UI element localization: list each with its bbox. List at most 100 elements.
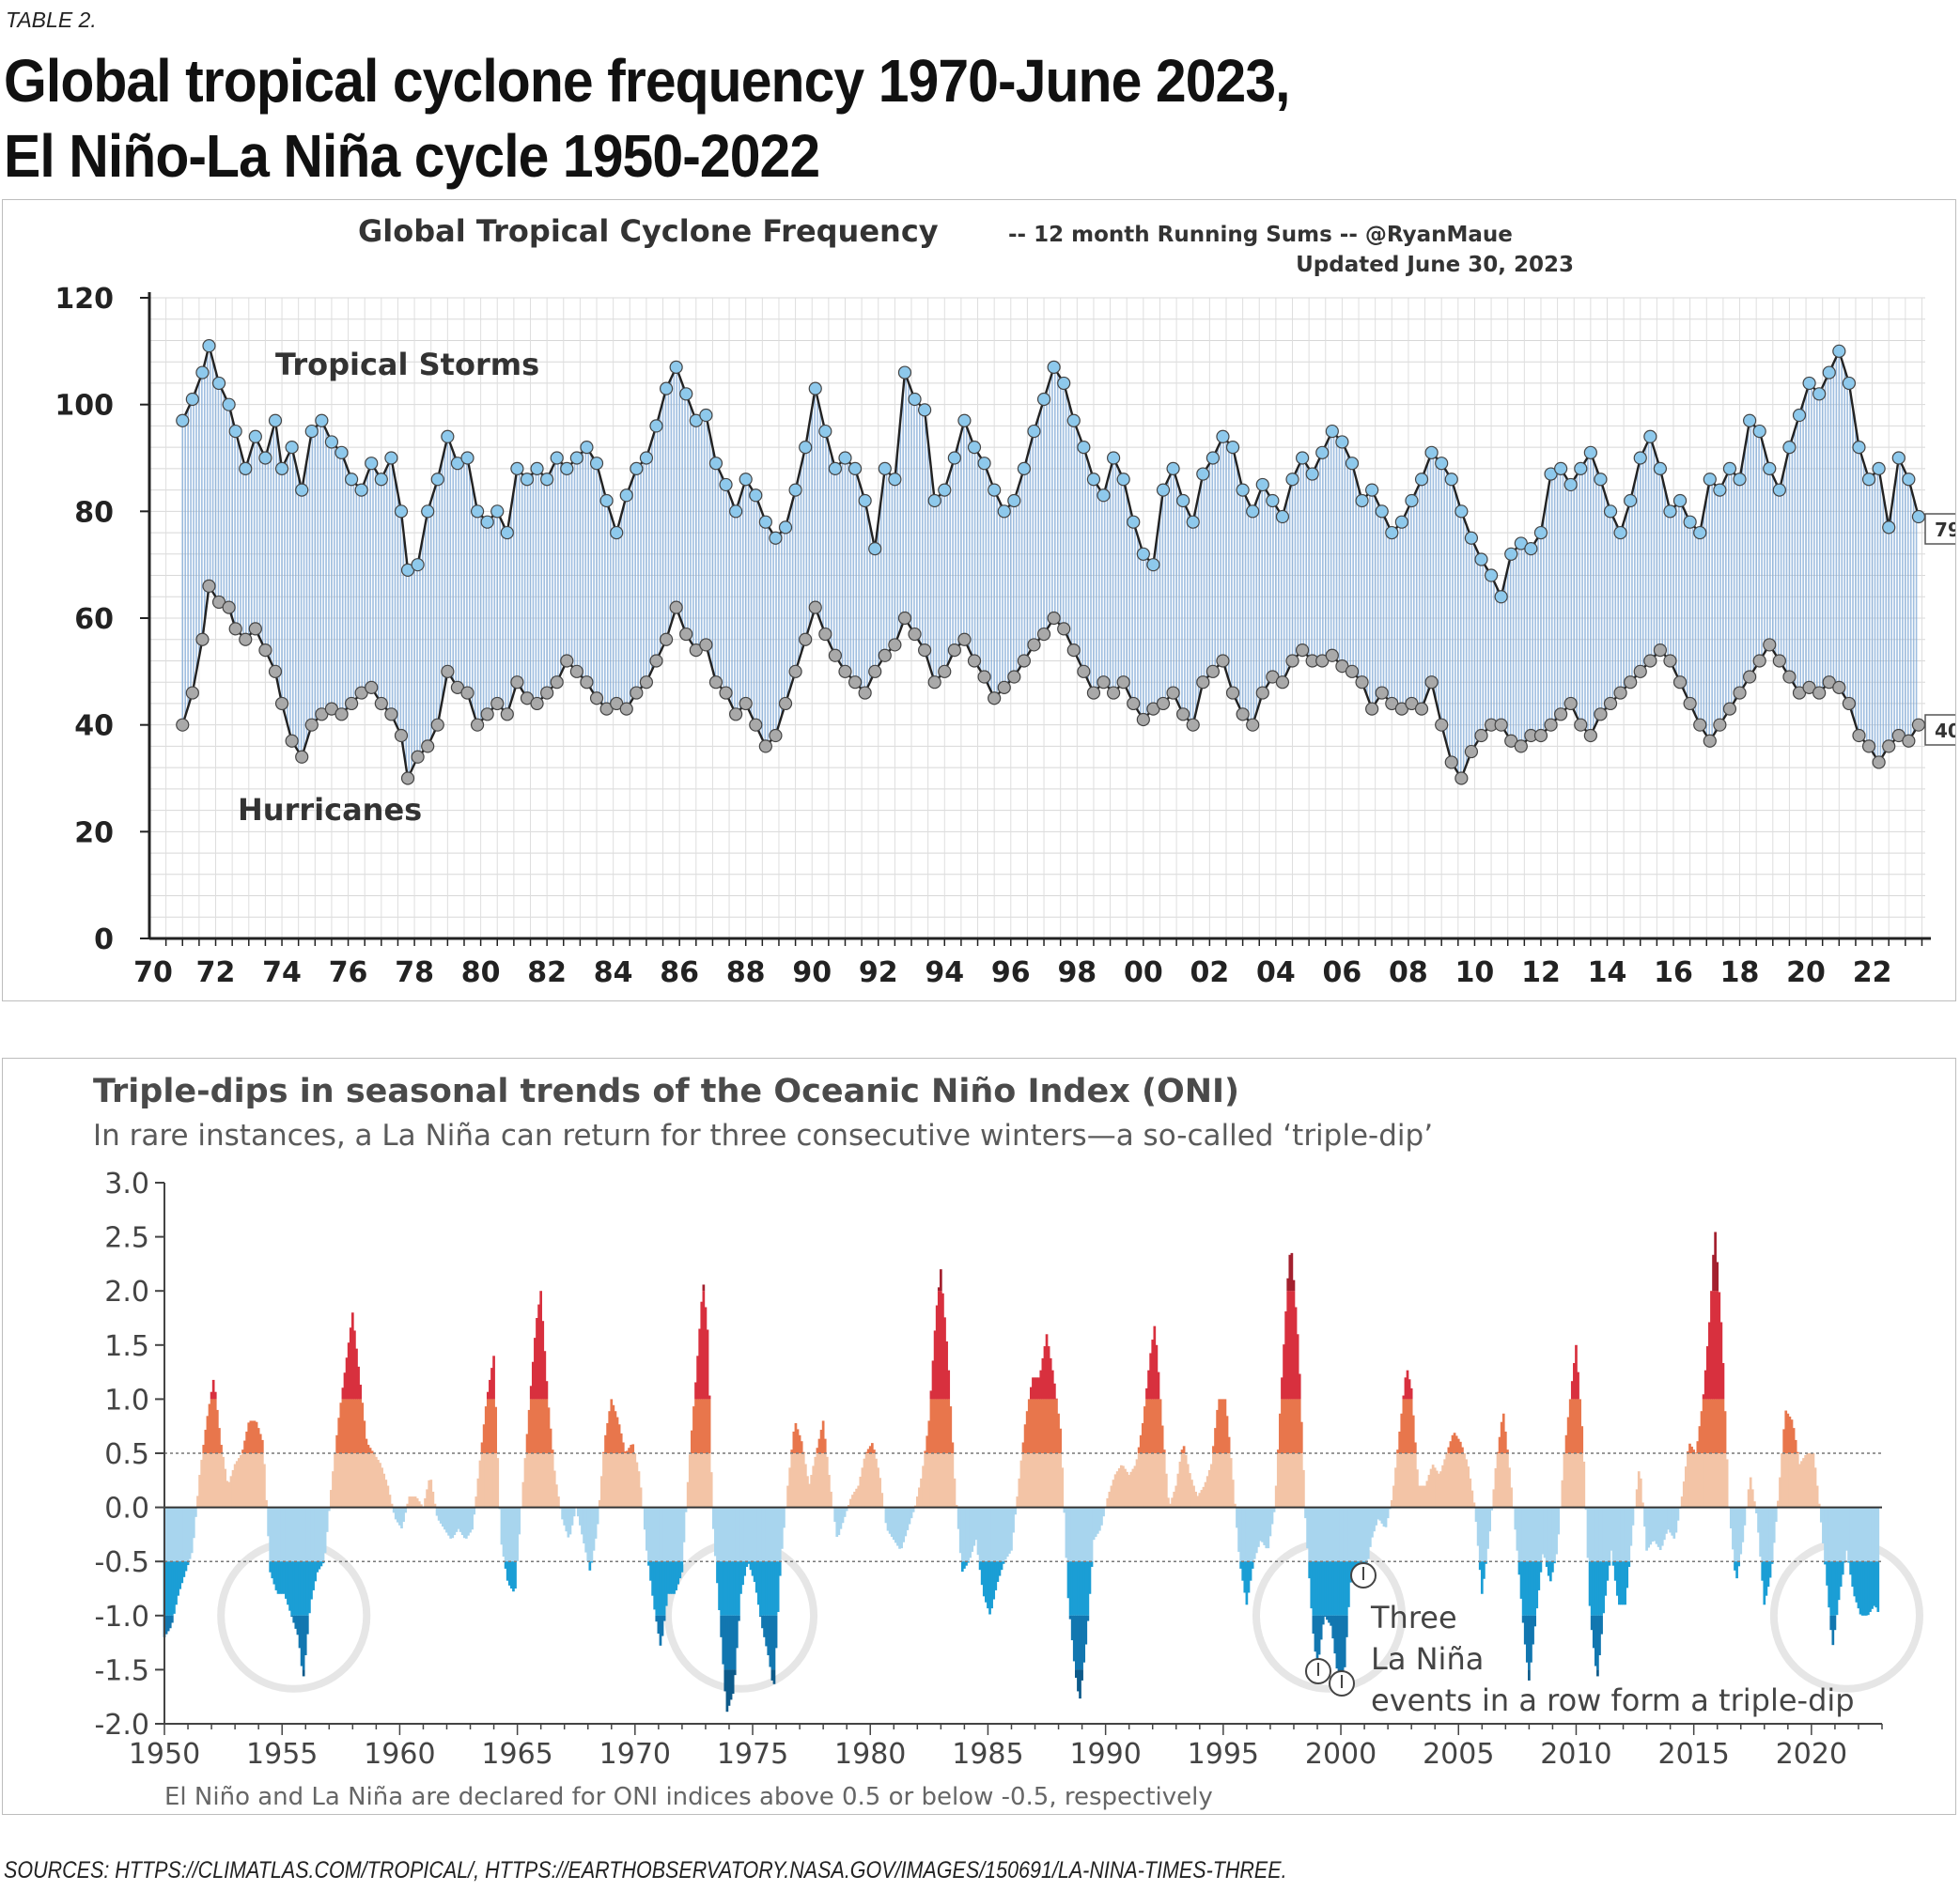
- oni-bar: [1781, 1453, 1783, 1508]
- oni-bar: [1194, 1491, 1197, 1508]
- tropical-storms-point: [610, 525, 624, 540]
- oni-bar: [1841, 1561, 1844, 1575]
- oni-bar: [1859, 1507, 1862, 1562]
- oni-bar: [260, 1453, 264, 1508]
- oni-bar: [245, 1453, 248, 1508]
- oni-bar: [1084, 1507, 1088, 1562]
- oni-bar: [504, 1561, 507, 1569]
- oni-bar: [1190, 1480, 1193, 1508]
- oni-bar: [1594, 1615, 1597, 1666]
- oni-bar: [375, 1456, 378, 1508]
- headline-line-1: Global tropical cyclone frequency 1970-J…: [4, 47, 1291, 115]
- oni-bar: [1535, 1561, 1539, 1609]
- oni-bar: [492, 1356, 495, 1400]
- x-tick-label: 86: [660, 956, 699, 989]
- oni-bar: [247, 1422, 251, 1453]
- hurricanes-point: [1236, 707, 1250, 721]
- oni-bar: [753, 1561, 756, 1582]
- oni-bar: [1770, 1507, 1774, 1562]
- oni-bar: [1486, 1507, 1489, 1549]
- oni-bar: [1716, 1262, 1719, 1292]
- oni-bar: [489, 1453, 491, 1508]
- oni-bar: [1326, 1615, 1329, 1620]
- oni-bar: [366, 1445, 370, 1453]
- oni-bar: [1837, 1561, 1841, 1601]
- oni-bar: [1155, 1344, 1159, 1400]
- oni-bar: [590, 1507, 594, 1562]
- oni-bar: [531, 1399, 535, 1453]
- oni-bar: [1839, 1561, 1843, 1588]
- hurricanes-point: [1733, 686, 1747, 700]
- oni-bar: [1718, 1292, 1721, 1400]
- tropical-storms-point: [394, 504, 409, 519]
- oni-bar: [1705, 1399, 1709, 1453]
- oni-bar: [778, 1561, 782, 1576]
- oni-bar: [1333, 1615, 1337, 1654]
- oni-bar: [478, 1460, 482, 1508]
- oni-bar: [892, 1507, 895, 1541]
- oni-bar: [1615, 1507, 1619, 1562]
- oni-bar: [1800, 1461, 1803, 1508]
- oni-bar: [1337, 1507, 1341, 1562]
- oni-bar: [631, 1453, 635, 1508]
- oni-bar: [706, 1329, 709, 1400]
- oni-bar: [1223, 1399, 1227, 1453]
- oni-bar: [716, 1507, 719, 1562]
- tropical-storms-point: [1533, 525, 1548, 540]
- oni-bar: [630, 1445, 632, 1453]
- tropical-storms-point: [480, 515, 494, 529]
- oni-bar: [404, 1507, 408, 1513]
- oni-bar: [1251, 1507, 1254, 1562]
- oni-bar: [347, 1399, 350, 1453]
- oni-bar: [202, 1445, 206, 1453]
- oni-bar: [504, 1507, 507, 1562]
- oni-bar: [1328, 1615, 1330, 1623]
- oni-bar: [1331, 1507, 1335, 1562]
- oni-bar: [727, 1615, 731, 1670]
- oni-bar: [350, 1312, 354, 1400]
- oni-bar: [402, 1507, 405, 1522]
- oni-bar: [388, 1495, 392, 1508]
- oni-bar: [302, 1507, 305, 1562]
- oni-bar: [171, 1615, 174, 1623]
- oni-bar: [745, 1561, 749, 1567]
- oni-bar: [1390, 1499, 1393, 1508]
- oni-bar: [1202, 1486, 1206, 1508]
- oni-bar: [1147, 1399, 1150, 1453]
- oni-bar: [353, 1330, 356, 1400]
- oni-bar: [943, 1317, 946, 1400]
- oni-bar: [819, 1453, 823, 1508]
- oni-bar: [1425, 1480, 1429, 1508]
- oni-bar: [552, 1470, 556, 1508]
- oni-bar: [1328, 1507, 1330, 1562]
- oni-bar: [1723, 1411, 1727, 1453]
- oni-bar: [1198, 1493, 1202, 1508]
- oni-bar: [770, 1615, 774, 1670]
- oni-bar: [521, 1481, 525, 1508]
- oni-bar: [1347, 1507, 1350, 1562]
- hurricanes-point: [1574, 718, 1588, 732]
- oni-bar: [702, 1284, 706, 1292]
- tropical-storms-point: [1335, 435, 1349, 449]
- oni-bar: [353, 1399, 356, 1453]
- oni-bar: [792, 1453, 796, 1508]
- oni-bar: [1696, 1453, 1700, 1508]
- tropical-storms-point: [719, 477, 733, 492]
- oni-bar: [978, 1561, 982, 1571]
- oni-bar: [1049, 1357, 1052, 1400]
- hurricanes-point: [1285, 654, 1299, 668]
- oni-bar: [1714, 1232, 1717, 1292]
- oni-bar: [1018, 1478, 1021, 1508]
- oni-bar: [1725, 1459, 1729, 1508]
- hurricanes-point: [1763, 638, 1777, 652]
- oni-bar: [682, 1507, 686, 1542]
- oni-bar: [168, 1561, 172, 1616]
- oni-bar: [718, 1507, 721, 1562]
- oni-bar: [1596, 1669, 1599, 1677]
- oni-bar: [994, 1561, 998, 1590]
- oni-bar: [285, 1507, 288, 1562]
- x-tick-label: 82: [527, 956, 567, 989]
- oni-bar: [1582, 1461, 1586, 1508]
- oni-bar: [298, 1561, 302, 1616]
- oni-bar: [584, 1507, 587, 1553]
